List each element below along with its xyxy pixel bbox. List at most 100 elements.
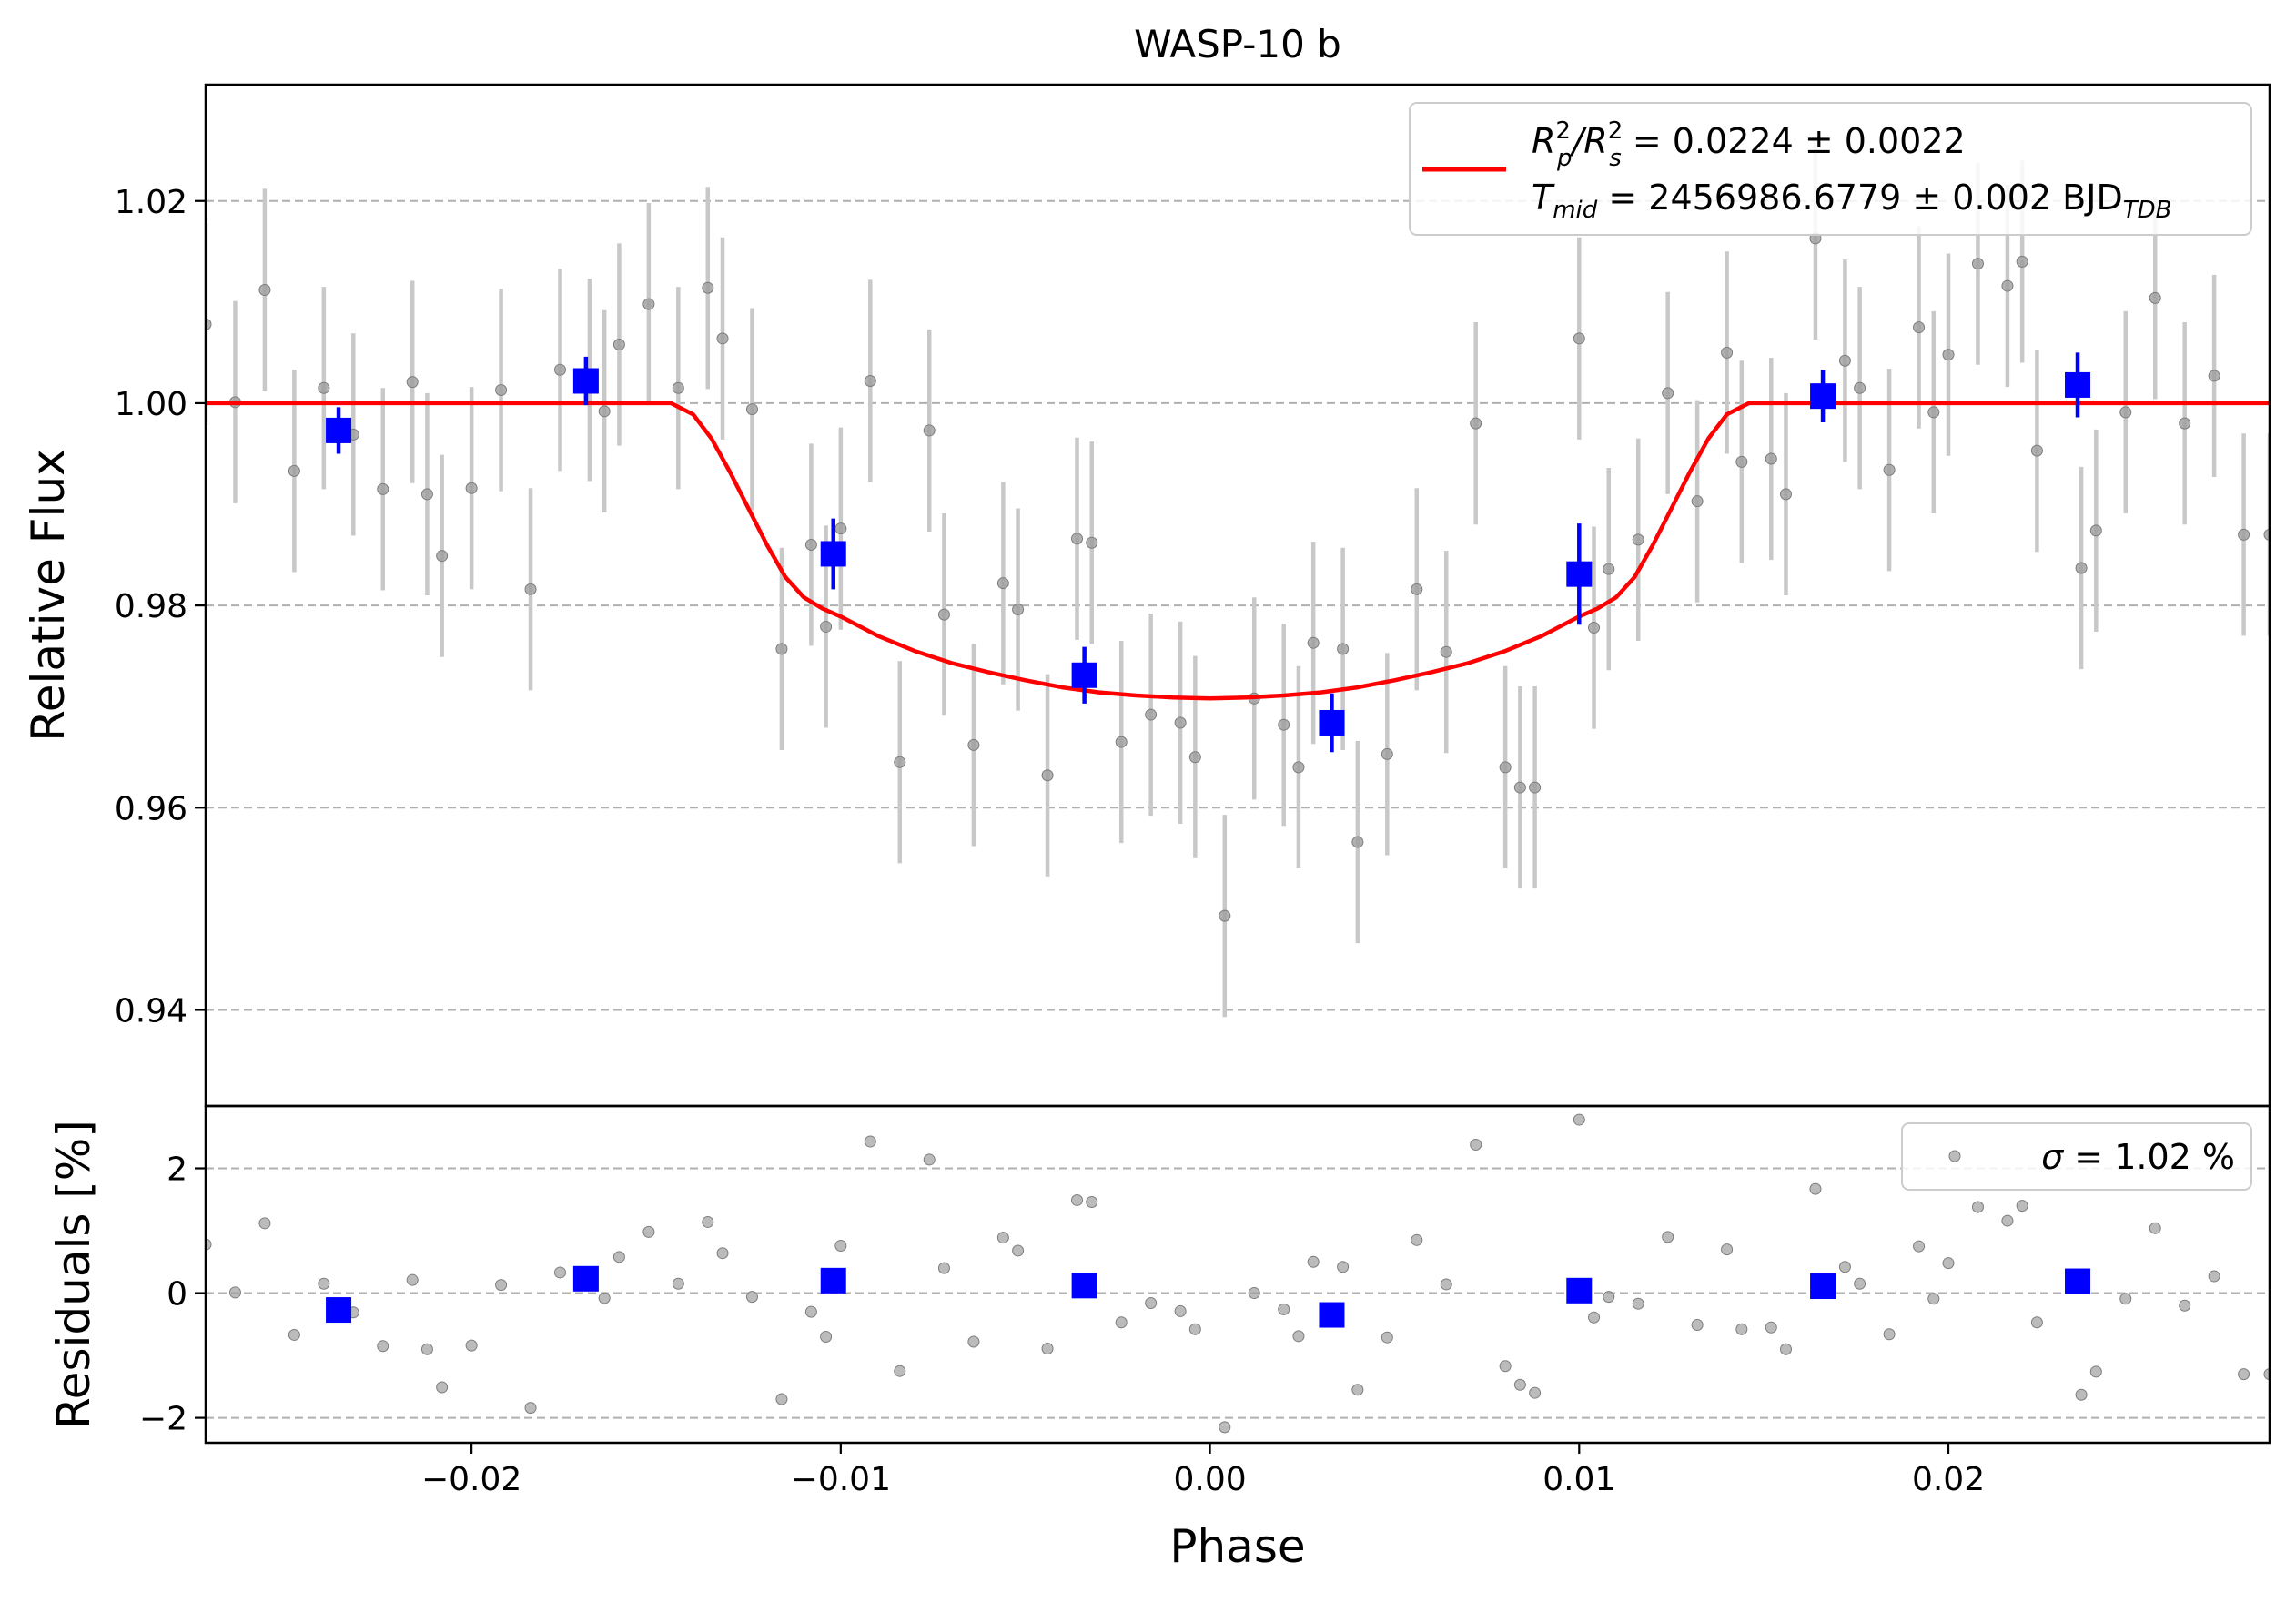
binned-residual-point (326, 1297, 352, 1324)
data-point (2016, 255, 2028, 268)
residual-point (1440, 1278, 1452, 1291)
residual-point (420, 1343, 433, 1355)
residual-point (1691, 1319, 1704, 1331)
model-line (206, 401, 2270, 701)
data-point (1735, 455, 1748, 468)
residual-point (1248, 1287, 1260, 1300)
residual-point (775, 1393, 788, 1405)
binned-residual-point (1319, 1302, 1345, 1328)
residual-point (996, 1232, 1009, 1244)
residual-plot-frame (204, 1104, 2271, 1445)
data-point (2030, 444, 2043, 457)
residual-point (1086, 1196, 1098, 1209)
data-point (923, 424, 936, 437)
binned-residual-point (1810, 1273, 1836, 1300)
residual-point (318, 1277, 330, 1290)
residual-point (1351, 1384, 1364, 1396)
legend-tmid-entry: Tmid = 2456986.6779 ± 0.002 BJDTDB (1532, 178, 2171, 224)
data-point (1691, 495, 1704, 508)
data-point (206, 318, 212, 330)
binned-point (820, 541, 846, 567)
binned-point (326, 417, 352, 443)
data-point (2238, 528, 2250, 541)
residual-legend: σ = 1.02 % (1901, 1122, 2252, 1191)
residual-point (2001, 1214, 2014, 1227)
residual-point (1854, 1277, 1866, 1290)
chart-title: WASP-10 b (1134, 22, 1341, 66)
data-point (716, 332, 729, 345)
residual-point (2030, 1316, 2043, 1329)
data-point (1219, 909, 1231, 922)
residual-point (1041, 1343, 1054, 1355)
data-point (642, 298, 655, 310)
data-point (406, 376, 419, 389)
data-point (1278, 718, 1290, 731)
data-point (1854, 381, 1866, 394)
residual-point (864, 1135, 876, 1148)
data-point (1188, 751, 1201, 764)
data-point (1529, 781, 1542, 794)
residual-point (2179, 1299, 2191, 1312)
data-point (1499, 761, 1512, 774)
data-point (1337, 643, 1350, 655)
data-point (1145, 708, 1158, 721)
data-point (1470, 417, 1482, 430)
residual-point (288, 1328, 300, 1341)
residual-point (716, 1247, 729, 1260)
data-point (1942, 349, 1955, 361)
data-point (996, 577, 1009, 590)
residual-point (598, 1292, 611, 1304)
residual-y-ticks: −2 0 2 (139, 1152, 206, 1438)
residual-point (1307, 1255, 1320, 1268)
residual-point (1603, 1291, 1615, 1304)
residual-point (612, 1251, 625, 1263)
data-point (436, 550, 449, 563)
main-y-tick-label: 1.00 (115, 386, 187, 423)
residual-binned-points (326, 1265, 2091, 1328)
data-point (1765, 452, 1777, 465)
main-binned-points (326, 352, 2091, 753)
data-point (804, 538, 817, 551)
data-point (612, 338, 625, 350)
residual-point (937, 1262, 950, 1274)
x-tick-label: −0.01 (791, 1461, 891, 1498)
residual-point (923, 1153, 936, 1166)
legend-rp-rs-entry: R2 p/R2 s = 0.0224 ± 0.0022 (1532, 117, 1966, 172)
residual-point (1513, 1378, 1526, 1391)
residual-point (1765, 1321, 1777, 1334)
data-point (495, 383, 508, 396)
data-point (864, 374, 876, 387)
data-point (553, 363, 566, 376)
data-point (598, 405, 611, 418)
main-gridlines (206, 199, 2270, 1011)
residual-point (1573, 1113, 1585, 1126)
data-point (377, 482, 389, 495)
main-legend: R2 p/R2 s = 0.0224 ± 0.0022 Tmid = 2456986… (1409, 102, 2252, 236)
data-point (1292, 761, 1305, 774)
binned-point (1319, 709, 1345, 736)
residual-point (406, 1273, 419, 1286)
residual-y-tick-label: 0 (167, 1276, 187, 1314)
binned-point (1071, 662, 1097, 688)
residual-point (1188, 1323, 1201, 1335)
x-tick-label: 0.00 (1173, 1461, 1246, 1498)
binned-residual-point (820, 1267, 846, 1294)
binned-residual-point (572, 1265, 599, 1292)
legend-residual-marker (1948, 1150, 1961, 1162)
data-point (2149, 291, 2161, 304)
data-point (1115, 736, 1128, 748)
data-point (524, 583, 537, 595)
main-plot-frame (204, 83, 2271, 1108)
data-point (420, 488, 433, 501)
residual-point (377, 1340, 389, 1353)
binned-residual-point (1566, 1277, 1593, 1304)
residual-y-tick-label: 2 (167, 1152, 187, 1189)
x-tick-label: −0.02 (421, 1461, 521, 1498)
residual-point (967, 1335, 980, 1348)
data-point (775, 643, 788, 655)
residual-point (1588, 1311, 1601, 1324)
main-y-tick-label: 0.96 (115, 790, 187, 827)
residual-point (804, 1305, 817, 1318)
residual-point (1809, 1182, 1822, 1195)
